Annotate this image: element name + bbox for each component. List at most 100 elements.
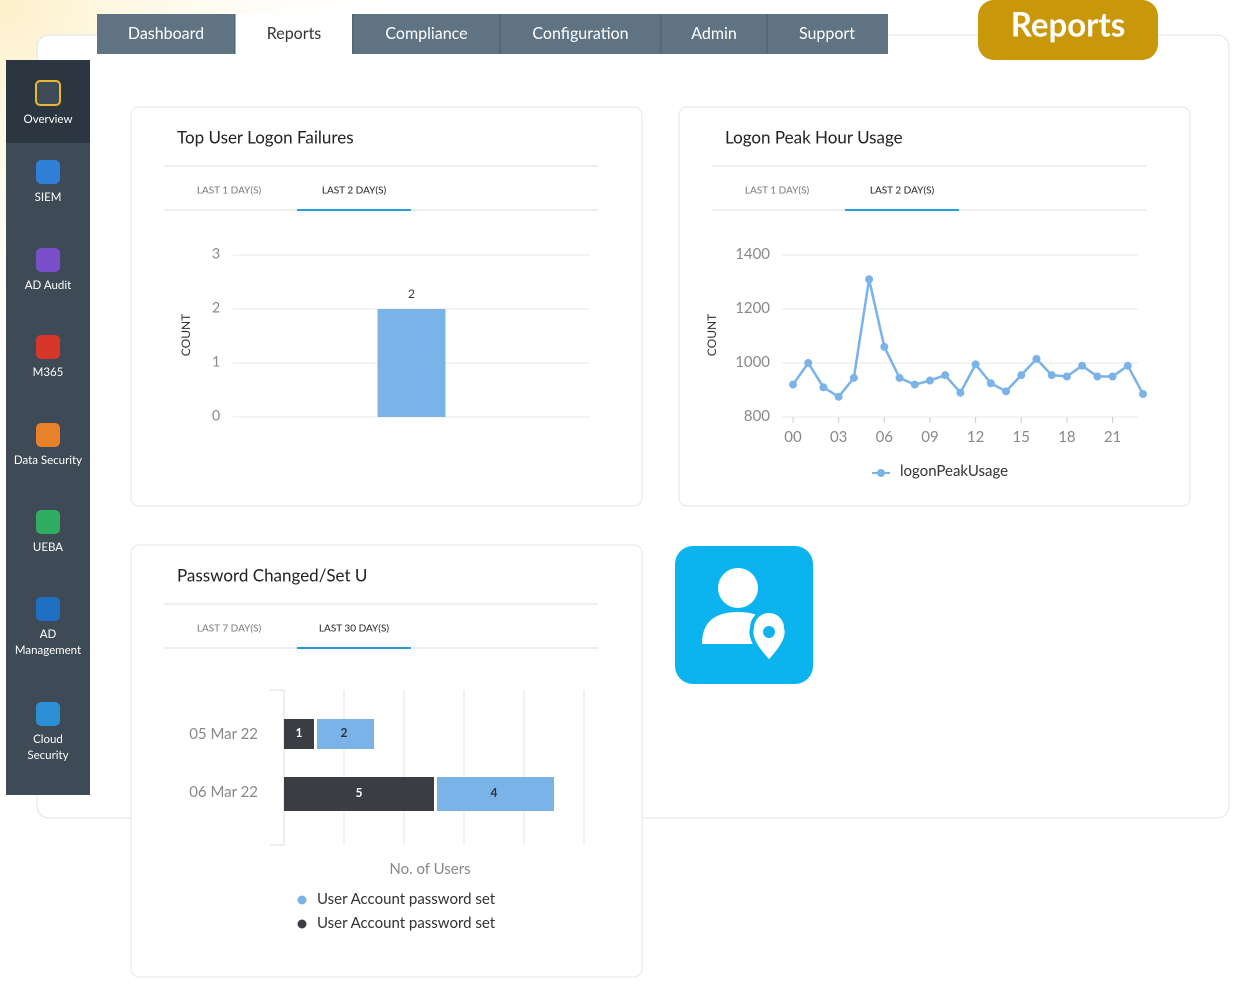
sidebar-item[interactable]: AD Management (6, 597, 90, 659)
point (895, 373, 904, 382)
sidebar-icon (36, 510, 60, 534)
filter-tab[interactable]: LAST 1 DAY(S) (745, 185, 810, 197)
y-tick-label: 3 (212, 245, 220, 262)
tab-label[interactable]: Reports (267, 24, 322, 43)
x-tick-label: 12 (967, 428, 984, 446)
bar-segment (284, 777, 434, 811)
filter-tab[interactable]: LAST 2 DAY(S) (870, 185, 935, 197)
badge-bg (978, 0, 1158, 60)
card (130, 544, 643, 978)
sidebar-icon (35, 80, 61, 106)
icon-pin-dot (763, 626, 775, 638)
legend-marker (297, 919, 307, 929)
point (956, 388, 965, 397)
sidebar-label: SIEM (34, 191, 62, 204)
y-tick-label: 2 (212, 299, 220, 316)
badge: Reports (1011, 4, 1126, 44)
point (1123, 361, 1132, 370)
filter-underline (297, 647, 411, 649)
card-title: Top User Logon Failures (177, 126, 354, 147)
sidebar-icon (36, 423, 60, 447)
y-tick-label: 1200 (735, 299, 770, 317)
filter-tab[interactable]: LAST 30 DAY(S) (319, 623, 389, 635)
y-axis-label: COUNT (704, 314, 719, 357)
sidebar-label: Overview (23, 113, 73, 126)
tab[interactable] (353, 14, 499, 54)
data-label: 4 (491, 785, 498, 800)
sidebar-icon (36, 597, 60, 621)
y-tick-label: 05 Mar 22 (189, 725, 258, 743)
axis-bracket (270, 689, 285, 846)
point (1032, 354, 1041, 363)
point (1093, 372, 1102, 381)
point (986, 379, 995, 388)
y-tick-label: 1 (212, 353, 220, 370)
data-label: 2 (408, 286, 415, 301)
sidebar-icon (36, 702, 60, 726)
x-tick-label: 06 (876, 428, 894, 446)
tab-label[interactable]: Dashboard (128, 24, 204, 43)
sidebar-item[interactable]: M365 (6, 335, 90, 381)
sidebar-label: AD Management (14, 628, 82, 657)
tab[interactable] (97, 14, 234, 54)
legend-marker (877, 469, 885, 477)
x-tick-label: 03 (830, 428, 847, 446)
point (1108, 372, 1117, 381)
x-tick-label: 21 (1104, 428, 1121, 446)
x-tick-label: 18 (1058, 428, 1075, 446)
point (1017, 371, 1026, 380)
sidebar-item[interactable]: Data Security (6, 423, 90, 469)
tab[interactable] (500, 14, 660, 54)
point (819, 383, 828, 392)
data-label: 5 (356, 785, 363, 800)
point (1047, 371, 1056, 380)
sidebar-icon (36, 160, 60, 184)
point (1002, 387, 1011, 396)
point (1062, 372, 1071, 381)
point (865, 275, 874, 284)
card (678, 106, 1191, 507)
tab-label[interactable]: Compliance (385, 24, 467, 43)
tab-label[interactable]: Configuration (532, 24, 628, 43)
tab[interactable] (661, 14, 766, 54)
bar-segment (437, 777, 554, 811)
icon-head (718, 568, 758, 608)
legend-marker (297, 895, 307, 905)
sidebar-item[interactable]: UEBA (6, 510, 90, 556)
x-tick-label: 15 (1013, 428, 1030, 446)
legend-label: logonPeakUsage (900, 462, 1008, 480)
sidebar-item[interactable]: AD Audit (6, 248, 90, 294)
bar (377, 309, 446, 417)
card-title: Password Changed/Set U (177, 564, 367, 585)
point (880, 342, 889, 351)
point (941, 371, 950, 380)
y-tick-label: 800 (744, 407, 770, 425)
y-axis-label: COUNT (178, 314, 193, 357)
sidebar-item[interactable]: SIEM (6, 160, 90, 206)
filter-underline (845, 209, 959, 211)
tab[interactable] (767, 14, 886, 54)
tab-label[interactable]: Admin (691, 24, 737, 43)
bar-segment (317, 719, 374, 749)
legend-label: User Account password set (317, 914, 496, 932)
data-label: 1 (296, 725, 303, 740)
sidebar-item[interactable]: Overview (6, 60, 90, 143)
point (910, 380, 919, 389)
tab[interactable] (235, 14, 352, 54)
point (804, 359, 813, 367)
sidebar-item[interactable]: Cloud Security (6, 702, 90, 764)
filter-tab[interactable]: LAST 7 DAY(S) (197, 623, 262, 635)
bar-segment (284, 719, 314, 749)
sidebar-label: M365 (32, 366, 64, 379)
sidebar-label: Data Security (13, 454, 83, 467)
filter-tab[interactable]: LAST 2 DAY(S) (322, 185, 387, 197)
point (1078, 361, 1087, 370)
filter-tab[interactable]: LAST 1 DAY(S) (197, 185, 262, 197)
tab-label[interactable]: Support (799, 24, 855, 43)
x-tick-label: 09 (921, 428, 938, 446)
point (1139, 390, 1147, 399)
x-axis-label: No. of Users (389, 860, 470, 878)
point (789, 380, 797, 389)
